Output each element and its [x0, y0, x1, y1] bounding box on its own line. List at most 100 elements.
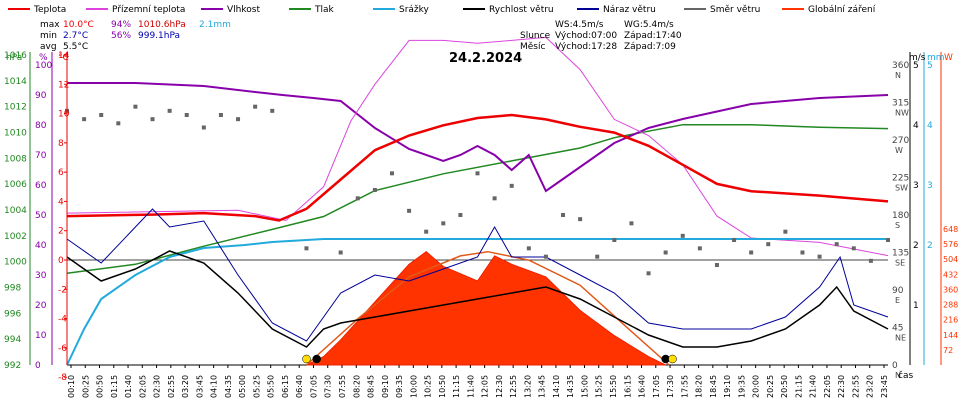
- stats-block: max 10.0°C 94% 1010.6hPa 2.1mm min 2.7°C…: [40, 20, 231, 52]
- series-lines: [66, 36, 889, 366]
- time-tick-label: 16:15: [623, 375, 632, 398]
- temp-tick-label: -2: [58, 285, 67, 295]
- wind-direction-dot: [304, 246, 309, 251]
- hpa-tick-label: 998: [4, 284, 21, 294]
- wind-direction-dot: [543, 254, 548, 259]
- stats-max-temp: 10.0°C: [63, 20, 94, 30]
- wind-direction-dot: [680, 233, 685, 238]
- dir-tick-label: 45: [892, 324, 903, 334]
- wind-direction-dot: [201, 125, 206, 130]
- dir-tick-label: 135: [892, 249, 909, 259]
- pressure-line: [66, 123, 889, 275]
- wind-direction-dot: [184, 113, 189, 117]
- wind-speed-line: [66, 250, 889, 348]
- rain-tick-label: 2: [927, 241, 933, 251]
- moon-label: Měsíc: [520, 42, 545, 52]
- hpa-tick-label: 1012: [4, 103, 27, 113]
- legend-label: Rychlost větru: [489, 5, 554, 15]
- hpa-tick-label: 1002: [4, 232, 27, 242]
- stats-max-label: max: [40, 20, 60, 30]
- temp-tick-label: 4: [58, 197, 64, 207]
- rad-tick-label: 648: [943, 225, 958, 234]
- sun-moon-block: WS:4.5m/s WG:5.4m/s Slunce Východ:07:00 …: [520, 20, 682, 52]
- wind-direction-dot: [783, 229, 788, 234]
- time-tick-label: 17:55: [680, 375, 689, 398]
- time-tick-label: 22:30: [837, 375, 846, 398]
- humidity-line: [67, 82, 889, 193]
- temp-tick-label: -6: [58, 344, 67, 354]
- hpa-tick-label: 1010: [4, 129, 27, 139]
- hpa-tick-label: 996: [4, 309, 21, 319]
- pct-tick-label: 80: [35, 121, 47, 131]
- time-tick-label: 03:20: [181, 375, 190, 398]
- hpa-tick-label: 994: [4, 335, 21, 345]
- wind-direction-dot: [99, 113, 104, 117]
- dir-tick-label: 315: [892, 99, 909, 109]
- hpa-tick-label: 1014: [4, 77, 27, 87]
- wind-direction-dot: [253, 104, 258, 109]
- time-tick-label: 23:20: [866, 375, 875, 398]
- temp-tick-label: -4: [58, 315, 67, 325]
- wind-direction-dot: [82, 117, 87, 122]
- dir-tick-label: 225: [892, 174, 909, 184]
- time-tick-label: 22:05: [823, 375, 832, 398]
- hpa-tick-label: 1008: [4, 154, 27, 164]
- time-tick-label: 16:40: [638, 375, 647, 398]
- hpa-tick-label: 1000: [4, 258, 27, 268]
- time-tick-label: 10:25: [424, 375, 433, 398]
- stats-avg-label: avg: [40, 42, 57, 52]
- wind-direction-dot: [492, 196, 497, 201]
- time-tick-label: 20:50: [780, 375, 789, 398]
- rad-tick-label: 216: [943, 316, 958, 325]
- time-tick-label: 14:35: [566, 375, 575, 398]
- wind-tick-label: 3: [913, 181, 919, 191]
- time-tick-label: 09:35: [395, 375, 404, 398]
- dir-compass-label: NE: [895, 334, 906, 343]
- time-tick-label: 15:00: [580, 375, 589, 398]
- moon-set: Západ:7:09: [624, 42, 676, 52]
- radiation-area: [305, 250, 670, 366]
- time-tick-label: 04:35: [224, 375, 233, 398]
- hpa-tick-label: 992: [4, 361, 21, 371]
- rad-tick-label: 144: [943, 331, 958, 340]
- wind-direction-dot: [612, 238, 617, 242]
- sun-label: Slunce: [520, 31, 551, 41]
- time-tick-label: 18:45: [709, 375, 718, 398]
- wind-direction-dot: [526, 246, 531, 251]
- time-tick-label: 13:20: [523, 375, 532, 398]
- pct-tick-label: 10: [35, 331, 47, 341]
- legend-label: Přízemní teplota: [112, 5, 185, 15]
- pct-tick-label: 50: [35, 211, 47, 221]
- wind-direction-dot: [886, 238, 890, 242]
- wind-direction-dot: [817, 254, 822, 259]
- wind-direction-dot: [167, 108, 172, 113]
- wind-direction-dot: [133, 104, 138, 109]
- time-tick-label: 13:45: [538, 375, 547, 398]
- time-tick-label: 07:30: [324, 375, 333, 398]
- temp-tick-label: 6: [58, 168, 64, 178]
- time-tick-label: 12:05: [481, 375, 490, 398]
- time-tick-label: 21:15: [794, 375, 803, 398]
- stats-min-temp: 2.7°C: [63, 31, 88, 41]
- radiation-area-shape: [306, 251, 666, 366]
- legend-label: Vlhkost: [227, 5, 260, 15]
- wind-gust-line: [66, 208, 889, 342]
- sun-moon-marker: [668, 354, 677, 364]
- wind-direction-dot: [355, 196, 360, 201]
- time-tick-label: 21:40: [809, 375, 818, 398]
- stats-min-hum: 56%: [111, 31, 131, 41]
- time-tick-label: 18:20: [695, 375, 704, 398]
- pct-tick-label: 30: [35, 271, 47, 281]
- wind-direction-dot: [441, 221, 446, 226]
- wind-speed-avg: WS:4.5m/s: [555, 20, 604, 30]
- radiation-theoretical-line: [305, 250, 670, 366]
- dir-compass-label: NW: [895, 109, 909, 118]
- time-tick-label: 19:35: [737, 375, 746, 398]
- legend-label: Srážky: [399, 5, 430, 15]
- wind-direction-dot: [150, 117, 155, 122]
- sun-moon-marker: [312, 354, 321, 364]
- wind-direction-dot: [236, 117, 241, 122]
- time-tick-label: 00:10: [67, 375, 76, 398]
- time-tick-label: 20:25: [766, 375, 775, 398]
